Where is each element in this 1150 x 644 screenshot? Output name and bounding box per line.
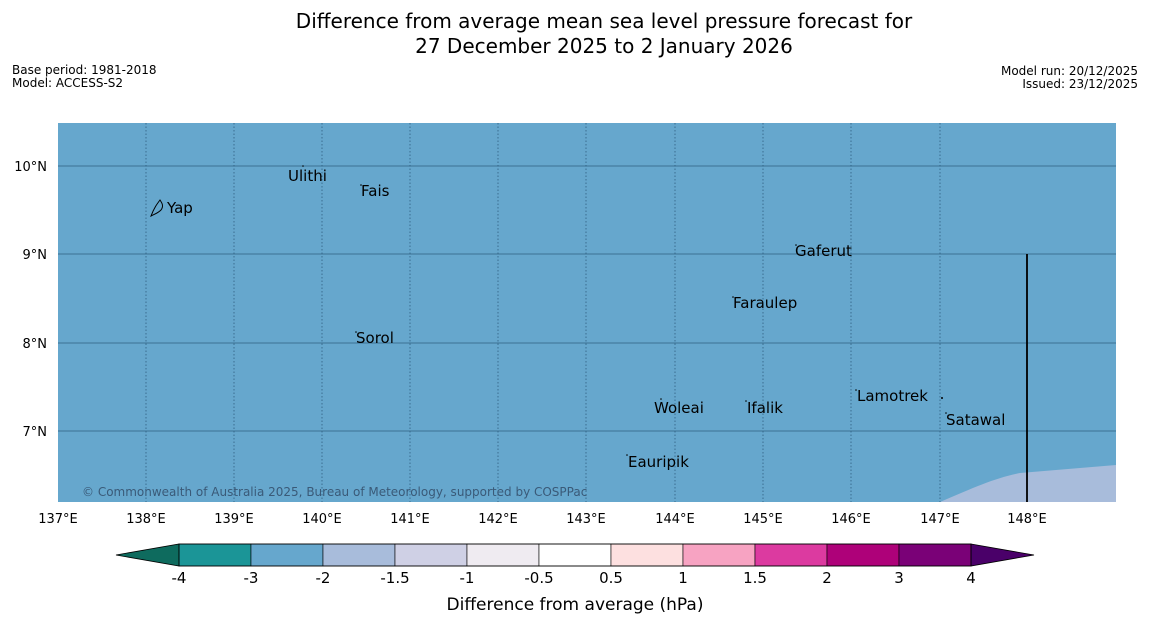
lat-label: 8°N: [23, 337, 48, 352]
place-label-lamotrek: Lamotrek: [857, 387, 928, 405]
colorbar-bin: [250, 543, 324, 567]
model-name: Model: ACCESS-S2: [12, 76, 124, 90]
colorbar-tick: 1: [678, 569, 688, 587]
colorbar-tick: 4: [966, 569, 976, 587]
colorbar-bin: [826, 543, 900, 567]
lon-label: 145°E: [743, 512, 783, 527]
info-left: Base period: 1981-2018 Model: ACCESS-S2: [12, 64, 157, 90]
lat-label: 7°N: [23, 425, 48, 440]
base-period: Base period: 1981-2018: [12, 63, 157, 77]
colorbar-tick: -4: [172, 569, 187, 587]
colorbar-bin: [322, 543, 396, 567]
island-dots: [302, 165, 947, 456]
place-label-fais: Fais: [361, 182, 390, 200]
colorbar-bin: [682, 543, 756, 567]
lat-label: 10°N: [14, 160, 47, 175]
lon-label: 144°E: [655, 512, 695, 527]
colorbar-tick: 1.5: [743, 569, 767, 587]
longitude-gridlines: [145, 123, 941, 502]
colorbar-bin: [610, 543, 684, 567]
title-line-2: 27 December 2025 to 2 January 2026: [415, 34, 793, 58]
colorbar-tick: -3: [244, 569, 259, 587]
lon-label: 138°E: [126, 512, 166, 527]
ocean-fill: [58, 123, 1116, 502]
colorbar-high-extend: [970, 543, 1035, 567]
lon-label: 142°E: [478, 512, 518, 527]
colorbar-low-extend: [115, 543, 180, 567]
colorbar-bin: [466, 543, 540, 567]
model-run: Model run: 20/12/2025: [1000, 64, 1138, 78]
place-label-gaferut: Gaferut: [795, 242, 852, 260]
chart-title: Difference from average mean sea level p…: [0, 9, 1150, 59]
info-right: Model run: 20/12/2025 Issued: 23/12/2025: [1001, 65, 1138, 91]
colorbar-bin: [754, 543, 828, 567]
colorbar-label: Difference from average (hPa): [447, 595, 704, 615]
lon-label: 148°E: [1007, 512, 1047, 527]
latitude-axis: 10°N 9°N 8°N 7°N: [14, 160, 47, 440]
colorbar-bin: [178, 543, 252, 567]
colorbar-bin: [898, 543, 972, 567]
colorbar-bins: [178, 543, 972, 567]
colorbar-tick: 2: [822, 569, 832, 587]
lon-label: 146°E: [831, 512, 871, 527]
yap-island-outline: [150, 199, 164, 218]
colorbar-bin: [394, 543, 468, 567]
lat-label: 9°N: [23, 248, 48, 263]
map-panel: Yap Ulithi Fais Gaferut Faraulep Sorol L…: [58, 123, 1116, 502]
colorbar-tick: -1.5: [380, 569, 409, 587]
issued-date: Issued: 23/12/2025: [1022, 77, 1138, 91]
colorbar-tick: -1: [460, 569, 475, 587]
lon-label: 143°E: [566, 512, 606, 527]
lon-label: 137°E: [38, 512, 78, 527]
lon-label: 147°E: [920, 512, 960, 527]
colorbar-tick: 3: [894, 569, 904, 587]
longitude-axis: 137°E 138°E 139°E 140°E 141°E 142°E 143°…: [38, 512, 1047, 527]
place-label-ifalik: Ifalik: [747, 399, 783, 417]
title-line-1: Difference from average mean sea level p…: [295, 9, 913, 33]
colorbar-tick: -2: [316, 569, 331, 587]
colorbar-frame: [178, 543, 972, 567]
place-label-faraulep: Faraulep: [733, 294, 797, 312]
colorbar: -4 -3 -2 -1.5 -1 -0.5 0.5 1 1.5 2 3 4 Di…: [115, 543, 1035, 615]
place-label-yap: Yap: [166, 199, 193, 217]
place-label-eauripik: Eauripik: [628, 453, 689, 471]
lon-label: 141°E: [390, 512, 430, 527]
copyright-notice: © Commonwealth of Australia 2025, Bureau…: [82, 485, 587, 499]
lighter-anomaly-band: [940, 465, 1116, 502]
colorbar-tick: 0.5: [599, 569, 623, 587]
place-label-woleai: Woleai: [654, 399, 704, 417]
lon-label: 139°E: [214, 512, 254, 527]
place-label-ulithi: Ulithi: [288, 167, 327, 185]
colorbar-bin: [538, 543, 612, 567]
place-label-sorol: Sorol: [356, 329, 394, 347]
lon-label: 140°E: [302, 512, 342, 527]
colorbar-ticks: -4 -3 -2 -1.5 -1 -0.5 0.5 1 1.5 2 3 4: [172, 569, 976, 587]
colorbar-tick: -0.5: [524, 569, 553, 587]
place-label-satawal: Satawal: [946, 411, 1005, 429]
